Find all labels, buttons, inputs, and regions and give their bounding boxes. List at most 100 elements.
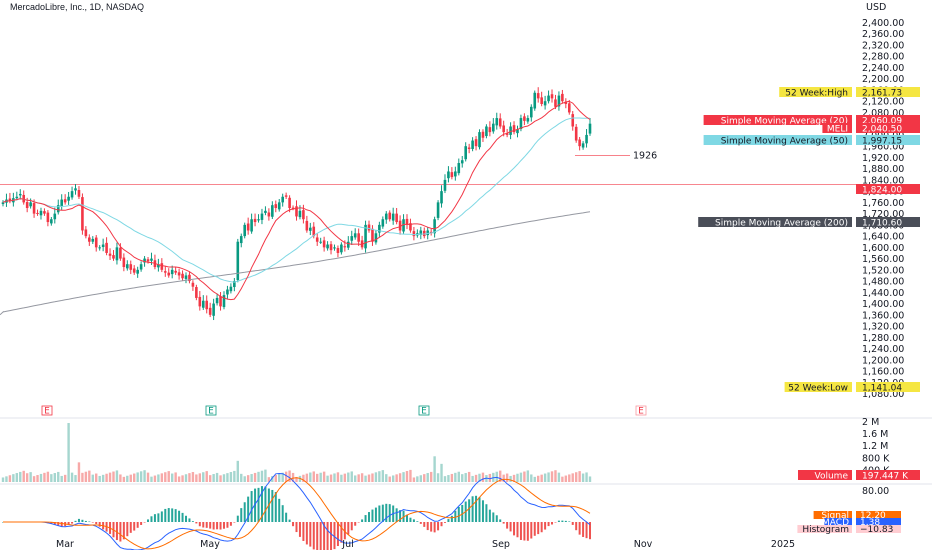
volume-bar <box>333 473 336 482</box>
macd-histogram-bar <box>50 522 53 524</box>
candle-body <box>257 219 260 221</box>
volume-bar <box>257 471 260 482</box>
candle-body <box>119 247 122 259</box>
candle-body <box>481 131 485 138</box>
macd-histogram-bar <box>95 522 98 524</box>
candle-body <box>571 114 575 127</box>
candle-body <box>56 205 60 213</box>
candle-body <box>371 228 374 242</box>
macd-tag-label: Signal <box>821 511 849 521</box>
volume-bar <box>340 474 343 482</box>
volume-bar <box>523 471 526 482</box>
price-tick-label: 1,160.00 <box>862 367 904 378</box>
macd-histogram-bar <box>378 505 381 522</box>
candle-body <box>384 213 388 220</box>
macd-histogram-bar <box>202 522 205 528</box>
macd-histogram-bar <box>447 519 450 522</box>
volume-bar <box>433 456 436 482</box>
macd-histogram-bar <box>305 522 308 545</box>
macd-histogram-bar <box>316 522 319 550</box>
candle-body <box>136 269 139 274</box>
volume-bar <box>160 473 164 482</box>
volume-bar <box>184 474 188 482</box>
macd-histogram-bar <box>53 522 56 526</box>
candle-body <box>312 226 316 237</box>
candle-body <box>181 273 184 279</box>
candle-body <box>271 205 274 217</box>
volume-bar <box>564 475 568 482</box>
candle-body <box>81 197 84 231</box>
macd-histogram-bar <box>575 522 578 531</box>
price-tag-value: 1,710.60 <box>862 219 902 229</box>
candle-body <box>353 233 357 238</box>
price-tick-label: 1,760.00 <box>862 198 904 209</box>
earnings-marker-label: E <box>208 407 214 417</box>
candle-body <box>488 127 492 133</box>
volume-bar <box>195 474 198 482</box>
volume-bar <box>378 471 381 482</box>
candle-body <box>309 227 312 231</box>
candle-body <box>381 219 385 227</box>
candle-body <box>36 212 39 214</box>
macd-histogram-bar <box>319 522 322 550</box>
macd-histogram-bar <box>298 522 301 537</box>
price-tick-label: 2,240.00 <box>862 63 904 74</box>
macd-histogram-bar <box>153 514 156 522</box>
volume-bar <box>208 475 212 482</box>
time-axis-label: Mar <box>56 539 74 550</box>
volume-bar <box>281 472 284 482</box>
macd-histogram-bar <box>133 522 136 531</box>
macd-histogram-bar <box>437 522 440 531</box>
volume-bar <box>398 473 402 482</box>
macd-tag-label-box <box>797 525 852 533</box>
price-tag-label-box <box>703 115 852 125</box>
price-tick-label: 1,720.00 <box>862 209 904 220</box>
candle-body <box>22 194 26 203</box>
candle-body <box>146 259 150 262</box>
volume-bar <box>95 473 98 482</box>
volume-bar <box>322 471 326 482</box>
candle-body <box>374 233 378 243</box>
macd-histogram-bar <box>506 522 509 529</box>
price-tick-label: 1,960.00 <box>862 142 904 153</box>
macd-histogram-bar <box>285 512 288 522</box>
macd-tag-value-box <box>856 511 901 519</box>
macd-histogram-bar <box>443 522 446 523</box>
volume-bar <box>1 477 5 482</box>
macd-histogram-bar <box>147 519 150 522</box>
macd-histogram-bar <box>271 489 274 522</box>
macd-histogram-bar <box>457 506 460 522</box>
candle-body <box>536 93 540 99</box>
chart-title: MercadoLibre, Inc., 1D, NASDAQ <box>10 2 145 12</box>
candle-body <box>253 218 257 223</box>
macd-histogram-bar <box>323 522 326 550</box>
sma50-line <box>2 117 590 283</box>
macd-histogram-bar <box>399 510 402 522</box>
volume-bar <box>540 474 543 482</box>
candle-body <box>516 129 519 134</box>
price-tick-label: 1,560.00 <box>862 254 904 265</box>
macd-tag-value-box <box>856 525 901 533</box>
macd-histogram-bar <box>471 496 474 522</box>
volume-bar <box>19 471 22 482</box>
candle-body <box>350 236 354 241</box>
candle-body <box>67 196 70 201</box>
candle-body <box>284 195 288 197</box>
candle-body <box>295 206 298 217</box>
macd-histogram-bar <box>74 520 77 522</box>
volume-bar <box>578 471 581 482</box>
price-tag-label-box <box>822 123 852 133</box>
volume-bar <box>157 474 160 482</box>
macd-histogram-bar <box>150 516 153 522</box>
candle-body <box>205 300 209 310</box>
volume-bar <box>264 469 267 482</box>
candle-body <box>60 199 63 207</box>
candle-body <box>77 190 81 197</box>
time-axis-label: Jul <box>341 539 353 550</box>
macd-histogram-bar <box>333 522 336 550</box>
price-tag-value: 2,060.09 <box>862 117 902 127</box>
volume-bar <box>240 473 243 482</box>
candle-body <box>198 296 202 307</box>
volume-bar <box>450 473 454 482</box>
